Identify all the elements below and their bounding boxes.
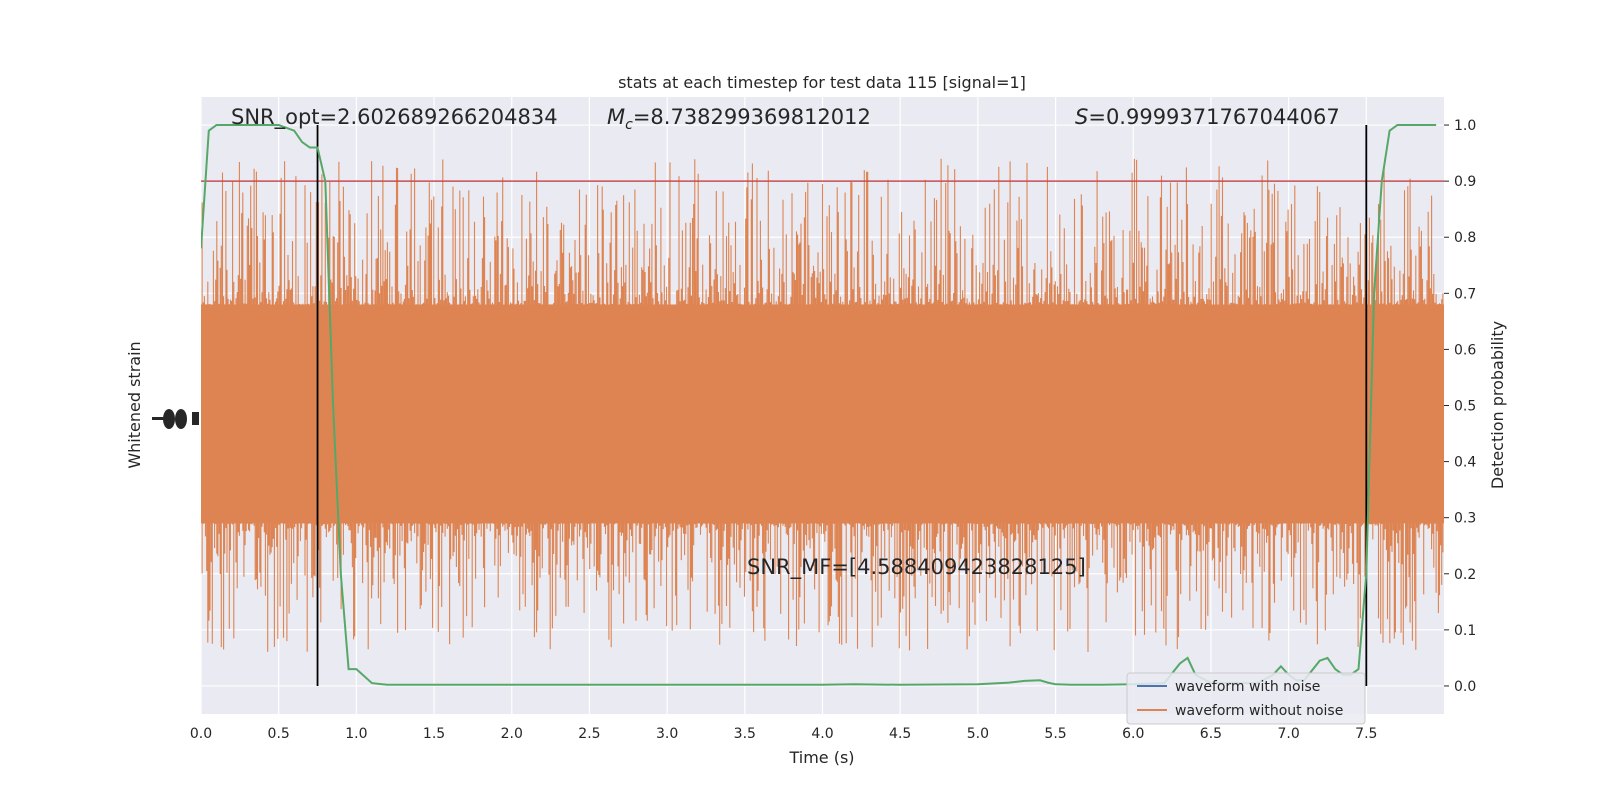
right-y-tick-label: 0.5 xyxy=(1454,399,1476,415)
snr-opt-annotation: SNR_opt=2.602689266204834 xyxy=(231,105,558,130)
x-axis-label: Time (s) xyxy=(788,748,854,767)
chirp-mass-value: =8.738299369812012 xyxy=(633,105,871,129)
snr-mf-annotation: SNR_MF=[4.588409423828125] xyxy=(747,555,1086,580)
right-y-tick-label: 0.0 xyxy=(1454,679,1476,695)
chirp-mass-annotation: Mc=8.738299369812012 xyxy=(607,105,871,133)
right-y-tick-label: 0.1 xyxy=(1454,623,1476,639)
vertical-markers xyxy=(316,125,1368,686)
x-tick-label: 2.5 xyxy=(578,726,600,742)
legend-label-without-noise: waveform without noise xyxy=(1175,703,1343,719)
right-y-tick-label: 0.7 xyxy=(1454,286,1476,302)
x-tick-label: 6.0 xyxy=(1122,726,1144,742)
x-tick-labels: 0.0 0.5 1.0 1.5 2.0 2.5 3.0 3.5 4.0 4.5 5.0 5.5 6.0 6… xyxy=(190,726,1378,742)
left-axis-squashed-ticks xyxy=(152,409,199,429)
x-tick-label: 0.0 xyxy=(190,726,212,742)
x-tick-label: 7.5 xyxy=(1355,726,1377,742)
right-y-tick-label: 0.2 xyxy=(1454,567,1476,583)
right-y-tick-label: 0.6 xyxy=(1454,342,1476,358)
legend: waveform with noise waveform without noi… xyxy=(1126,672,1366,725)
right-y-tick-label: 0.8 xyxy=(1454,230,1476,246)
noise-band-series xyxy=(201,158,1444,652)
x-tick-label: 7.0 xyxy=(1277,726,1299,742)
right-y-tick-label: 0.4 xyxy=(1454,455,1476,471)
right-y-tick-label: 0.9 xyxy=(1454,174,1476,190)
x-tick-label: 5.5 xyxy=(1044,726,1066,742)
right-y-tick-label: 0.3 xyxy=(1454,511,1476,527)
noise-spikes xyxy=(201,158,1444,652)
chirp-mass-subscript: c xyxy=(625,117,633,133)
chirp-mass-symbol: M xyxy=(607,105,625,129)
s-annotation: S=0.9999371767044067 xyxy=(1075,105,1340,129)
s-symbol: S xyxy=(1075,105,1088,129)
x-tick-label: 1.5 xyxy=(423,726,445,742)
right-y-tick-label: 1.0 xyxy=(1454,118,1476,134)
x-tick-label: 5.0 xyxy=(967,726,989,742)
chart-title: stats at each timestep for test data 115… xyxy=(618,73,1026,92)
x-tick-label: 4.0 xyxy=(811,726,833,742)
legend-label-with-noise: waveform with noise xyxy=(1175,679,1320,695)
right-y-axis-label: Detection probability xyxy=(1488,321,1507,489)
x-tick-label: 6.5 xyxy=(1200,726,1222,742)
right-y-tick-labels: 0.0 0.1 0.2 0.3 0.4 0.5 0.6 0.7 0.8 0.9 1.0 xyxy=(1444,118,1476,695)
x-tick-label: 3.5 xyxy=(734,726,756,742)
left-y-axis-label: Whitened strain xyxy=(125,341,144,468)
x-tick-label: 4.5 xyxy=(889,726,911,742)
x-tick-label: 3.0 xyxy=(656,726,678,742)
x-tick-label: 1.0 xyxy=(345,726,367,742)
s-value: =0.9999371767044067 xyxy=(1088,105,1339,129)
x-tick-label: 0.5 xyxy=(268,726,290,742)
x-tick-label: 2.0 xyxy=(501,726,523,742)
